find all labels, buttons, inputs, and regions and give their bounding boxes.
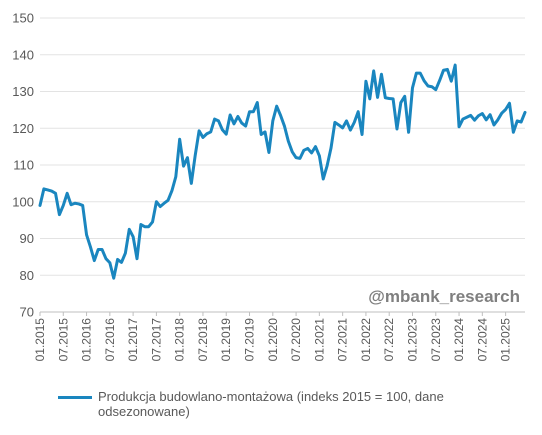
x-tick-label: 07.2018	[196, 318, 210, 362]
y-axis: 70 80 90 100 110 120 130 140 150	[12, 11, 34, 320]
series-layer	[38, 63, 527, 280]
series-line	[38, 63, 527, 280]
x-tick-label: 07.2016	[103, 318, 117, 362]
x-tick-label: 01.2018	[173, 318, 187, 362]
y-tick-label: 130	[12, 84, 34, 99]
x-axis: 01.2015 07.2015 01.2016 07.2016 01.2017 07.20…	[33, 312, 513, 361]
y-tick-label: 70	[20, 305, 34, 320]
y-tick-label: 100	[12, 194, 34, 209]
x-tick-label: 01.2022	[359, 318, 373, 362]
x-tick-label: 01.2025	[499, 318, 513, 362]
x-tick-label: 07.2017	[149, 318, 163, 362]
y-tick-label: 80	[20, 268, 34, 283]
legend-swatch	[58, 396, 92, 399]
x-tick-label: 01.2021	[312, 318, 326, 362]
x-tick-label: 01.2016	[80, 318, 94, 362]
x-tick-label: 07.2021	[336, 318, 350, 362]
x-tick-label: 07.2019	[243, 318, 257, 362]
x-tick-label: 01.2024	[452, 318, 466, 362]
x-tick-label: 01.2019	[219, 318, 233, 362]
x-tick-label: 07.2022	[382, 318, 396, 362]
y-tick-label: 90	[20, 231, 34, 246]
legend-label: Produkcja budowlano-montażowa (indeks 20…	[98, 389, 444, 419]
y-tick-label: 110	[13, 158, 34, 173]
x-tick-label: 07.2024	[475, 318, 489, 362]
x-tick-label: 01.2015	[33, 318, 47, 362]
legend: Produkcja budowlano-montażowa (indeks 20…	[58, 389, 498, 419]
y-tick-label: 140	[12, 47, 34, 62]
x-tick-label: 01.2020	[266, 318, 280, 362]
y-tick-label: 120	[12, 121, 34, 136]
x-tick-label: 07.2015	[56, 318, 70, 362]
watermark: @mbank_research	[368, 287, 520, 306]
x-tick-label: 07.2020	[289, 318, 303, 362]
x-tick-label: 01.2017	[126, 318, 140, 362]
y-tick-label: 150	[12, 11, 34, 26]
gridlines	[40, 17, 525, 313]
x-tick-label: 07.2023	[429, 318, 443, 362]
x-tick-label: 01.2023	[405, 318, 419, 362]
